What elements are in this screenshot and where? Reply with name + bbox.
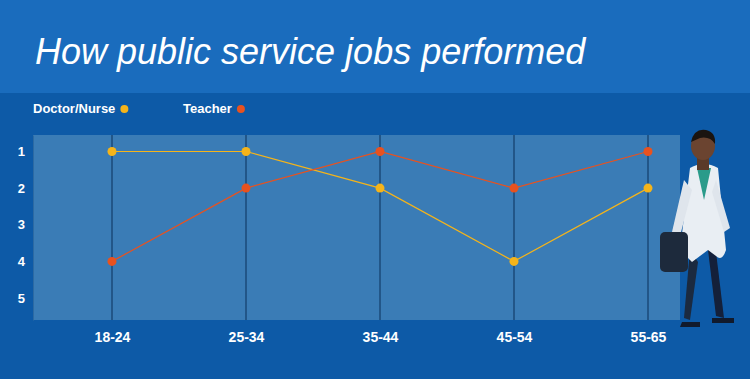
- y-tick-label: 4: [18, 254, 26, 269]
- series-marker: [644, 184, 653, 193]
- grid-line: [111, 135, 113, 320]
- series-marker: [376, 147, 385, 156]
- y-tick: 3: [18, 217, 33, 232]
- legend-label: Teacher: [183, 101, 232, 116]
- series-marker: [108, 147, 117, 156]
- grid-line: [379, 135, 381, 320]
- series-marker: [108, 257, 117, 266]
- series-marker: [376, 184, 385, 193]
- y-tick-label: 5: [18, 291, 25, 306]
- background: [0, 0, 750, 379]
- series-marker: [510, 184, 519, 193]
- legend-label: Doctor/Nurse: [33, 101, 115, 116]
- x-tick: 35-44: [363, 320, 399, 345]
- grid-line: [647, 135, 649, 320]
- x-tick: 55-65: [631, 320, 667, 345]
- x-tick-label: 25-34: [229, 329, 265, 345]
- y-tick: 5: [18, 291, 33, 306]
- x-tick-label: 45-54: [497, 329, 533, 345]
- doctor-illustration: [660, 130, 734, 327]
- y-tick-label: 2: [18, 181, 25, 196]
- x-tick: 25-34: [229, 320, 265, 345]
- y-tick-label: 1: [18, 144, 25, 159]
- marks: [108, 147, 653, 266]
- series-line: [112, 151, 648, 261]
- title-band: [0, 0, 750, 93]
- y-tick-label: 3: [18, 217, 25, 232]
- grid-line: [513, 135, 515, 320]
- series-marker: [242, 184, 251, 193]
- chart: How public service jobs performed Doctor/…: [0, 0, 750, 379]
- y-tick: 4: [18, 254, 33, 269]
- legend-marker: [237, 105, 245, 113]
- y-axis: 1 2 3 4 5: [18, 136, 34, 321]
- x-axis-line: [113, 320, 649, 321]
- y-tick: 1: [18, 144, 33, 159]
- grid: [112, 135, 648, 320]
- y-tick: 2: [18, 181, 33, 196]
- legend-marker: [120, 105, 128, 113]
- series-marker: [510, 257, 519, 266]
- series-line: [112, 151, 648, 261]
- grid-line: [245, 135, 247, 320]
- y-axis-line: [33, 136, 34, 321]
- x-tick: 45-54: [497, 320, 533, 345]
- x-tick: 18-24: [95, 320, 131, 345]
- title: How public service jobs performed: [35, 31, 586, 72]
- x-tick-label: 18-24: [95, 329, 131, 345]
- x-axis: 18-24 25-34 35-44 45-54 55-65: [95, 320, 667, 345]
- legend: Doctor/Nurse Teacher: [33, 101, 245, 116]
- series-marker: [644, 147, 653, 156]
- x-tick-label: 55-65: [631, 329, 667, 345]
- series-marker: [242, 147, 251, 156]
- x-tick-label: 35-44: [363, 329, 399, 345]
- plot-area: [33, 135, 680, 320]
